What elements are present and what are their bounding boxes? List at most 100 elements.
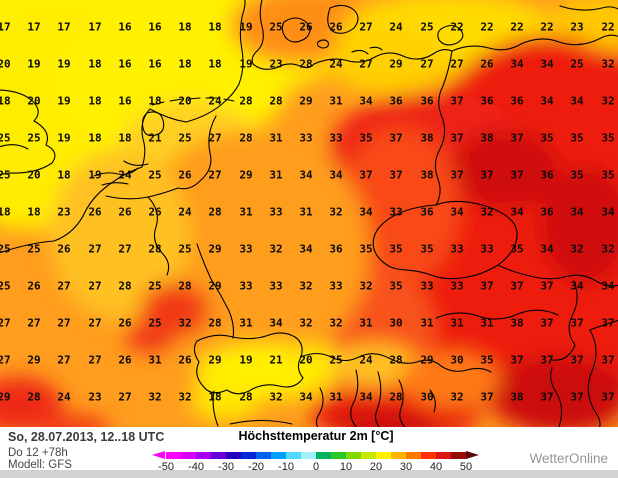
temp-value: 19 (239, 57, 253, 71)
temp-value: 27 (208, 131, 222, 145)
temp-value: 31 (329, 94, 343, 108)
temp-value: 28 (239, 390, 253, 404)
temp-value: 20 (0, 57, 11, 71)
temp-value: 27 (27, 316, 41, 330)
temp-value: 37 (389, 131, 403, 145)
temp-value: 34 (359, 205, 373, 219)
temp-value: 37 (480, 390, 494, 404)
temp-value: 35 (601, 131, 615, 145)
temp-value: 18 (208, 20, 222, 34)
temp-value: 34 (269, 316, 283, 330)
temp-value: 20 (27, 168, 41, 182)
temp-value: 29 (27, 353, 41, 367)
colorbar-segment (436, 452, 451, 459)
temp-value: 38 (510, 316, 524, 330)
temperature-field (0, 0, 618, 427)
temp-value: 17 (0, 20, 11, 34)
temp-value: 36 (510, 94, 524, 108)
temp-value: 17 (88, 20, 102, 34)
temp-value: 27 (0, 316, 11, 330)
temp-value: 22 (510, 20, 524, 34)
temp-value: 19 (239, 20, 253, 34)
temp-value: 19 (27, 57, 41, 71)
temp-value: 26 (329, 20, 343, 34)
temp-value: 26 (299, 20, 313, 34)
temp-value: 35 (359, 242, 373, 256)
temp-value: 27 (420, 57, 434, 71)
valid-date-text: So, 28.07.2013, 12..18 UTC (8, 430, 165, 444)
temp-value: 26 (118, 316, 132, 330)
temp-value: 28 (269, 94, 283, 108)
temp-value: 38 (420, 168, 434, 182)
temp-value: 18 (27, 205, 41, 219)
temp-value: 27 (88, 242, 102, 256)
colorbar-right-arrow-icon (466, 451, 479, 459)
temp-value: 36 (540, 168, 554, 182)
temp-value: 32 (359, 279, 373, 293)
temp-value: 24 (57, 390, 71, 404)
temp-value: 27 (118, 242, 132, 256)
temp-value: 37 (570, 390, 584, 404)
temp-value: 34 (540, 57, 554, 71)
temp-value: 18 (208, 57, 222, 71)
temp-value: 17 (27, 20, 41, 34)
temp-value: 37 (601, 316, 615, 330)
map-canvas (0, 0, 618, 427)
temp-value: 18 (88, 131, 102, 145)
temp-value: 30 (420, 390, 434, 404)
colorbar-segment (301, 452, 316, 459)
bottom-gray-strip (0, 470, 618, 478)
temp-value: 34 (299, 390, 313, 404)
temp-value: 22 (540, 20, 554, 34)
temp-value: 26 (88, 205, 102, 219)
temp-value: 21 (148, 131, 162, 145)
temp-value: 34 (359, 390, 373, 404)
temp-value: 25 (148, 279, 162, 293)
temp-value: 32 (450, 390, 464, 404)
temp-value: 34 (570, 279, 584, 293)
temp-value: 35 (510, 242, 524, 256)
temp-value: 33 (269, 279, 283, 293)
temperature-map: 17 17 17 17 16 16 18 18 19 25 26 26 27 24 25 22 22 22 22 23… (0, 0, 618, 427)
temp-value: 34 (510, 205, 524, 219)
temp-value: 33 (239, 279, 253, 293)
temp-value: 28 (148, 242, 162, 256)
temp-value: 24 (118, 168, 132, 182)
temp-value: 18 (0, 205, 11, 219)
colorbar-segment (346, 452, 361, 459)
temp-value: 24 (178, 205, 192, 219)
temp-value: 37 (450, 131, 464, 145)
colorbar-segment (391, 452, 406, 459)
temp-value: 24 (359, 353, 373, 367)
temp-value: 18 (88, 94, 102, 108)
temp-value: 36 (540, 205, 554, 219)
temp-value: 35 (570, 168, 584, 182)
country-borders (0, 0, 618, 427)
temp-value: 31 (359, 316, 373, 330)
temp-value: 35 (570, 131, 584, 145)
temp-value: 16 (118, 57, 132, 71)
temp-value: 32 (601, 94, 615, 108)
temp-value: 38 (420, 131, 434, 145)
temp-value: 27 (57, 316, 71, 330)
model-name-text: Modell: GFS (8, 459, 72, 471)
temp-value: 30 (450, 353, 464, 367)
temp-value: 28 (299, 57, 313, 71)
temp-value: 30 (389, 316, 403, 330)
temp-value: 31 (239, 316, 253, 330)
temp-value: 28 (118, 279, 132, 293)
temp-value: 37 (450, 94, 464, 108)
temp-value: 33 (450, 279, 464, 293)
colorbar-segment (256, 452, 271, 459)
temp-value: 25 (0, 131, 11, 145)
temp-value: 37 (601, 390, 615, 404)
temp-value: 37 (601, 353, 615, 367)
temp-value: 20 (299, 353, 313, 367)
temp-value: 35 (420, 242, 434, 256)
temp-value: 26 (178, 168, 192, 182)
colorbar-segment (166, 452, 181, 459)
temp-value: 34 (329, 168, 343, 182)
temp-value: 34 (601, 279, 615, 293)
temp-value: 33 (329, 131, 343, 145)
temp-value: 34 (570, 205, 584, 219)
